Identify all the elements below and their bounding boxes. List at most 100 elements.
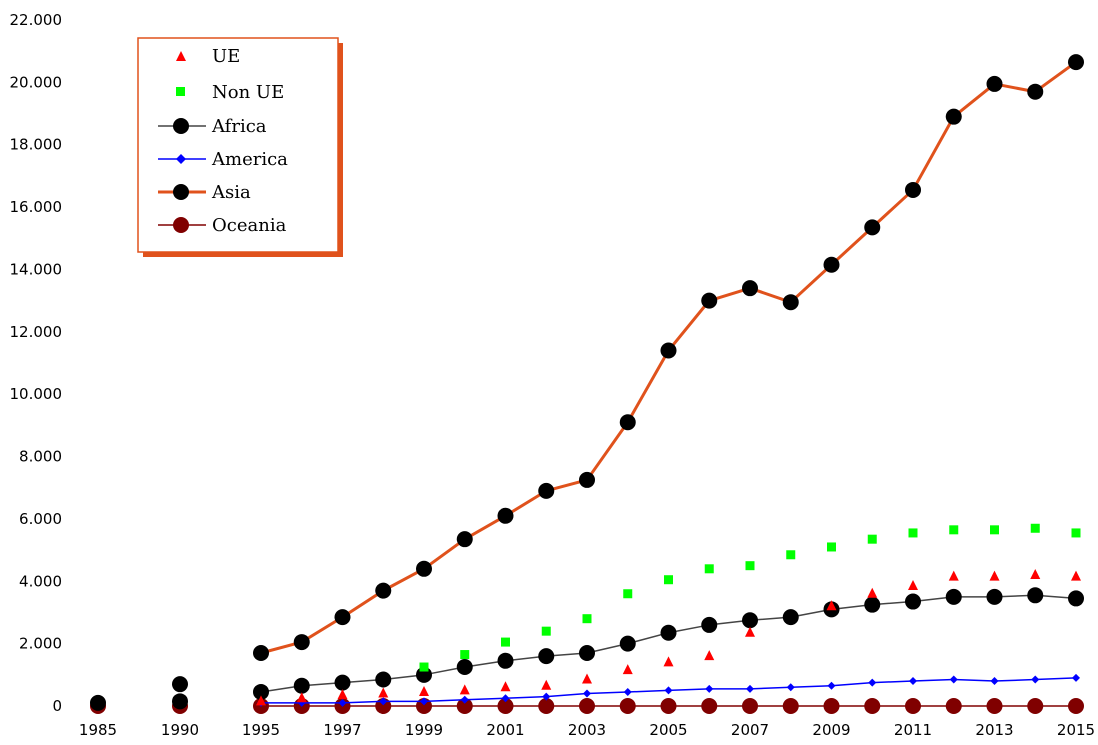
oceania-point	[742, 698, 758, 714]
legend-asia-marker	[173, 184, 189, 200]
america-point	[1031, 675, 1040, 684]
legend-ue-label: UE	[212, 46, 240, 67]
x-tick-label: 1990	[161, 721, 199, 739]
america-point	[990, 677, 999, 686]
series-oceania	[90, 698, 1084, 714]
oceania-point	[701, 698, 718, 714]
series-asia	[172, 54, 1084, 693]
oceania-point	[1068, 698, 1084, 714]
y-tick-label: 14.000	[10, 260, 63, 278]
legend-item-africa: Africa	[158, 116, 267, 137]
non-ue-point	[908, 528, 918, 538]
x-tick-label: 2007	[731, 721, 769, 739]
america-point	[583, 689, 591, 698]
legend-non-ue-marker	[176, 87, 185, 96]
oceania-point	[823, 698, 840, 714]
asia-point	[701, 292, 718, 309]
america-point	[746, 684, 754, 693]
legend-item-oceania: Oceania	[158, 215, 287, 236]
x-tick-label: 2001	[486, 721, 524, 739]
america-point	[338, 698, 347, 707]
y-tick-label: 10.000	[10, 385, 63, 403]
asia-point	[579, 471, 595, 488]
asia-point	[1027, 83, 1044, 100]
legend-asia-label: Asia	[211, 182, 251, 203]
legend-africa-label: Africa	[211, 116, 267, 137]
x-tick-label: 1995	[242, 721, 280, 739]
america-point	[501, 694, 510, 703]
non-ue-point	[664, 575, 673, 585]
africa-point	[293, 677, 310, 694]
non-ue-point	[990, 525, 999, 535]
x-tick-label: 2005	[649, 721, 687, 739]
america-point	[909, 677, 917, 686]
africa-point	[619, 635, 636, 652]
ue-point	[663, 656, 674, 667]
asia-point	[864, 219, 881, 236]
asia-point	[253, 644, 269, 661]
america-point	[949, 675, 958, 684]
oceania-point	[497, 698, 514, 714]
oceania-point	[660, 698, 677, 714]
non-ue-point	[1030, 523, 1040, 533]
africa-point	[1068, 590, 1084, 607]
plot-area	[90, 54, 1084, 714]
non-ue-point	[1071, 528, 1081, 538]
asia-point	[334, 609, 351, 626]
y-tick-label: 22.000	[10, 11, 63, 29]
asia-point	[945, 108, 962, 125]
oceania-point	[456, 698, 473, 714]
america-point	[460, 695, 469, 704]
x-axis-ticks: 1985 1990 1995 1997 1999 2001 2003 2005 2007 2009…	[79, 721, 1095, 739]
ue-point	[296, 692, 307, 703]
ue-point	[908, 579, 918, 590]
series-ue	[256, 569, 1081, 706]
oceania-point	[905, 698, 921, 714]
africa-point	[90, 694, 106, 711]
x-tick-label: 1999	[405, 721, 443, 739]
non-ue-point	[541, 626, 551, 636]
asia-point	[172, 676, 188, 693]
non-ue-point	[623, 589, 633, 599]
africa-point	[905, 593, 921, 610]
oceania-point	[945, 698, 962, 714]
asia-point	[905, 181, 921, 198]
legend-item-asia: Asia	[158, 182, 251, 203]
non-ue-point	[704, 564, 714, 574]
africa-point	[742, 612, 758, 629]
africa-point	[701, 616, 718, 633]
asia-point	[416, 560, 432, 577]
asia-point	[660, 342, 677, 359]
y-tick-label: 18.000	[10, 136, 63, 154]
legend: UE Non UE Africa America Asia Oceania	[137, 37, 343, 257]
africa-point	[334, 674, 351, 691]
y-tick-label: 6.000	[19, 510, 62, 528]
asia-point	[619, 414, 636, 431]
legend-box	[137, 37, 339, 253]
ue-point	[459, 684, 470, 695]
x-tick-label: 2011	[894, 721, 932, 739]
ue-point	[989, 570, 1000, 581]
y-tick-label: 0	[52, 697, 62, 715]
africa-point	[375, 671, 392, 688]
non-ue-point	[460, 650, 470, 660]
non-ue-point	[582, 614, 592, 624]
africa-point	[945, 588, 962, 605]
series-america	[257, 673, 1080, 707]
non-ue-point	[867, 534, 877, 544]
oceania-point	[538, 698, 555, 714]
legend-non-ue-label: Non UE	[212, 82, 284, 103]
america-point	[827, 681, 836, 690]
legend-africa-marker	[173, 118, 189, 134]
ue-point	[419, 685, 429, 696]
legend-oceania-label: Oceania	[212, 215, 287, 236]
x-tick-label: 1997	[323, 721, 361, 739]
y-tick-label: 16.000	[10, 198, 63, 216]
oceania-point	[579, 698, 595, 714]
asia-point	[1068, 54, 1084, 71]
ue-point	[948, 570, 959, 581]
oceania-point	[864, 698, 881, 714]
ue-point	[867, 587, 878, 598]
ue-point	[256, 695, 266, 706]
y-tick-label: 12.000	[10, 323, 63, 341]
